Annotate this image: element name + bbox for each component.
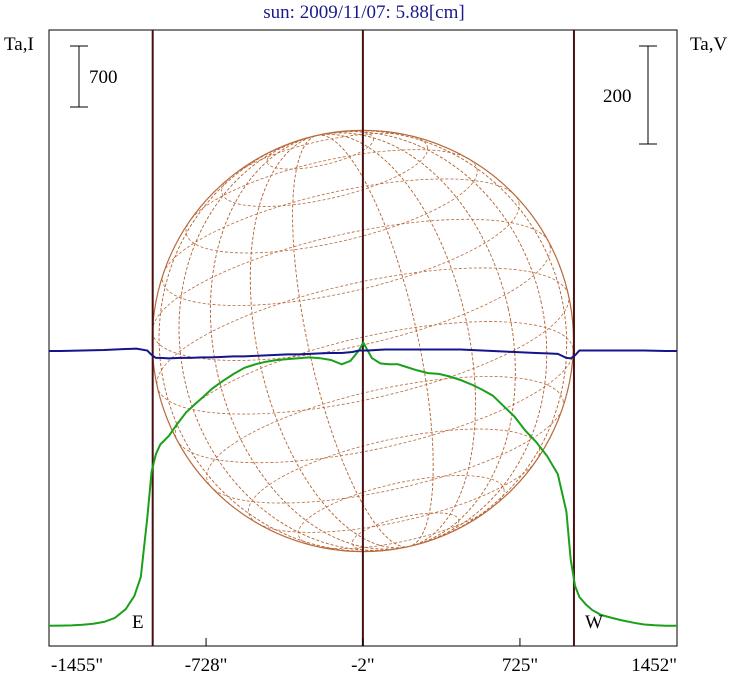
x-axis-ticks: -1455" -728" -2" 725" 1452" xyxy=(48,638,678,676)
solar-disk xyxy=(151,129,575,553)
limb-and-center-lines xyxy=(151,30,575,646)
x-tick-label: 1452" xyxy=(631,655,677,676)
x-tick-label: -2" xyxy=(351,655,375,676)
longitude-line xyxy=(158,130,568,552)
limb-label-west: W xyxy=(585,612,603,633)
x-tick-label: -1455" xyxy=(51,655,103,676)
latitude-line xyxy=(162,178,520,306)
left-axis-label: Ta,I xyxy=(4,34,34,55)
limb-label-east: E xyxy=(132,612,144,633)
series-stokes-i xyxy=(48,340,677,627)
left-scale-bar: 700 xyxy=(70,45,118,108)
latitude-line xyxy=(206,376,564,504)
disk-grid xyxy=(152,130,574,552)
longitude-line xyxy=(249,133,476,549)
right-scale-bar: 200 xyxy=(603,45,657,145)
chart-title: sun: 2009/11/07: 5.88[cm] xyxy=(263,2,464,23)
series-stokes-v xyxy=(49,347,677,360)
latitude-line xyxy=(174,321,574,464)
latitude-line xyxy=(221,132,429,207)
x-tick-label: -728" xyxy=(185,655,228,676)
x-tick-label: 725" xyxy=(502,655,538,676)
latitude-line xyxy=(185,149,478,254)
latitude-line xyxy=(297,475,505,550)
right-scale-bar-label: 200 xyxy=(603,86,632,107)
series-group xyxy=(48,340,677,627)
right-axis-label: Ta,V xyxy=(690,34,727,55)
longitude-line xyxy=(210,132,516,550)
latitude-line xyxy=(248,428,541,533)
left-scale-bar-label: 700 xyxy=(89,67,118,88)
latitude-line xyxy=(351,512,460,552)
